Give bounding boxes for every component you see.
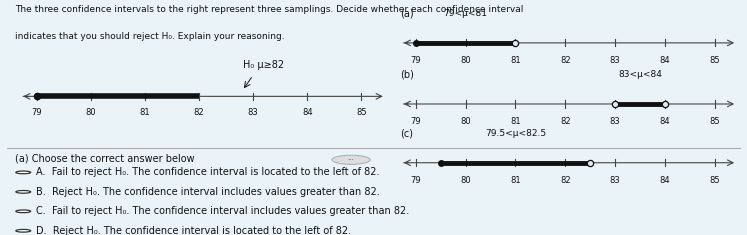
Text: A.  Fail to reject H₀. The confidence interval is located to the left of 82.: A. Fail to reject H₀. The confidence int… — [36, 167, 379, 177]
Text: 79.5<μ<82.5: 79.5<μ<82.5 — [485, 129, 546, 138]
Text: 82: 82 — [560, 56, 571, 65]
Text: 85: 85 — [356, 108, 367, 117]
Text: 80: 80 — [460, 56, 471, 65]
Text: C.  Fail to reject H₀. The confidence interval includes values greater than 82.: C. Fail to reject H₀. The confidence int… — [36, 206, 409, 216]
Text: (c): (c) — [400, 128, 413, 138]
Text: 79: 79 — [411, 176, 421, 185]
Text: 85: 85 — [710, 176, 720, 185]
Text: (b): (b) — [400, 70, 414, 80]
Circle shape — [16, 191, 31, 193]
Text: 83: 83 — [610, 117, 621, 126]
Text: The three confidence intervals to the right represent three samplings. Decide wh: The three confidence intervals to the ri… — [15, 5, 524, 14]
Text: 80: 80 — [460, 176, 471, 185]
Text: (a) Choose the correct answer below: (a) Choose the correct answer below — [15, 154, 194, 164]
Text: (a): (a) — [400, 8, 414, 19]
Text: D.  Reject H₀. The confidence interval is located to the left of 82.: D. Reject H₀. The confidence interval is… — [36, 226, 351, 235]
Text: 80: 80 — [85, 108, 96, 117]
Text: 83: 83 — [248, 108, 258, 117]
Text: indicates that you should reject H₀. Explain your reasoning.: indicates that you should reject H₀. Exp… — [15, 32, 285, 41]
Text: 82: 82 — [560, 176, 571, 185]
Text: 82: 82 — [560, 117, 571, 126]
Text: 81: 81 — [510, 117, 521, 126]
Text: 84: 84 — [660, 117, 670, 126]
Text: 83: 83 — [610, 176, 621, 185]
Circle shape — [16, 171, 31, 174]
Circle shape — [16, 210, 31, 213]
Text: 82: 82 — [193, 108, 204, 117]
Text: 83<μ<84: 83<μ<84 — [618, 70, 662, 79]
Circle shape — [16, 229, 31, 232]
Text: 79<μ<81: 79<μ<81 — [444, 9, 488, 18]
Text: 81: 81 — [510, 56, 521, 65]
Text: 81: 81 — [510, 176, 521, 185]
Text: 84: 84 — [302, 108, 312, 117]
Text: 80: 80 — [460, 117, 471, 126]
Text: B.  Reject H₀. The confidence interval includes values greater than 82.: B. Reject H₀. The confidence interval in… — [36, 187, 379, 197]
Text: 84: 84 — [660, 176, 670, 185]
Text: 81: 81 — [140, 108, 150, 117]
Ellipse shape — [332, 155, 371, 164]
Text: H₀ μ≥82: H₀ μ≥82 — [244, 60, 285, 70]
Text: 83: 83 — [610, 56, 621, 65]
Text: 79: 79 — [411, 56, 421, 65]
Text: 85: 85 — [710, 56, 720, 65]
Text: 79: 79 — [411, 117, 421, 126]
Text: 84: 84 — [660, 56, 670, 65]
Text: 85: 85 — [710, 117, 720, 126]
Text: ···: ··· — [347, 157, 355, 163]
Text: 79: 79 — [31, 108, 42, 117]
